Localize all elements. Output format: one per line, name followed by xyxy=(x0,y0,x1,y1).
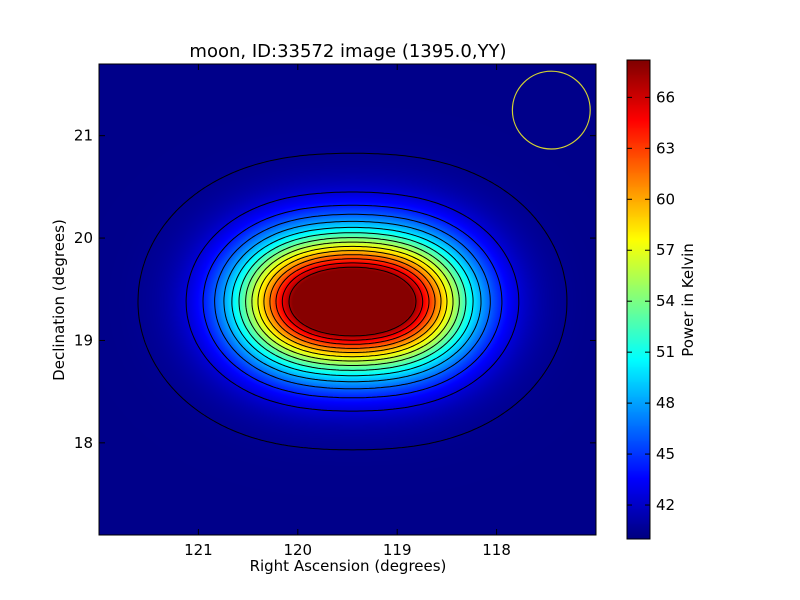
colorbar-label: Power in Kelvin xyxy=(679,243,697,357)
colorbar-frame xyxy=(626,59,651,540)
contour-level-3 xyxy=(214,213,491,390)
y-axis-label: Declination (degrees) xyxy=(50,219,68,381)
x-tick-label: 119 xyxy=(383,541,412,559)
x-axis: 121 120 119 118 xyxy=(184,64,511,559)
contour-level-4 xyxy=(223,220,482,383)
y-axis: 18 19 20 21 xyxy=(74,127,596,452)
contour-level-6 xyxy=(238,232,467,371)
y-tick-label: 21 xyxy=(74,127,93,145)
x-tick-label: 120 xyxy=(283,541,312,559)
contour-level-2 xyxy=(202,204,503,399)
contour-level-5 xyxy=(231,226,474,377)
x-axis-label: Right Ascension (degrees) xyxy=(250,557,447,575)
contour-level-1 xyxy=(185,191,520,412)
colorbar-tick-label: 66 xyxy=(656,88,675,106)
x-tick-label: 118 xyxy=(482,541,511,559)
colorbar-tick-label: 45 xyxy=(656,445,675,463)
colorbar-tick-label: 63 xyxy=(656,139,675,157)
plot-frame xyxy=(98,63,597,536)
contour-level-11 xyxy=(269,254,436,349)
contour-level-8 xyxy=(251,241,454,362)
contour-level-9 xyxy=(257,245,448,358)
y-tick-label: 19 xyxy=(74,331,93,349)
y-tick-label: 20 xyxy=(74,229,93,247)
heatmap-image xyxy=(99,64,596,535)
colorbar-tick-label: 42 xyxy=(656,496,675,514)
colorbar-tick-label: 57 xyxy=(656,241,675,259)
plot-area xyxy=(98,63,597,536)
colorbar-tick-label: 60 xyxy=(656,190,675,208)
beam-circle xyxy=(511,70,591,150)
contour-level-14 xyxy=(288,266,417,337)
colorbar-gradient xyxy=(627,60,650,539)
colorbar: 42 45 48 51 54 57 60 63 66 Power in Kelvin xyxy=(626,59,697,540)
contour-level-10 xyxy=(263,250,442,353)
contour-lines xyxy=(137,152,568,451)
contour-level-0 xyxy=(137,152,568,451)
contour-level-7 xyxy=(245,237,460,366)
colorbar-tick-label: 51 xyxy=(656,343,675,361)
chart-title: moon, ID:33572 image (1395.0,YY) xyxy=(189,41,506,62)
colorbar-tick-label: 48 xyxy=(656,394,675,412)
x-tick-label: 121 xyxy=(184,541,213,559)
colorbar-tick-label: 54 xyxy=(656,292,675,310)
contour-level-12 xyxy=(275,258,430,345)
contour-level-13 xyxy=(281,262,424,341)
colorbar-ticks: 42 45 48 51 54 57 60 63 66 xyxy=(627,88,675,514)
y-tick-label: 18 xyxy=(74,434,93,452)
